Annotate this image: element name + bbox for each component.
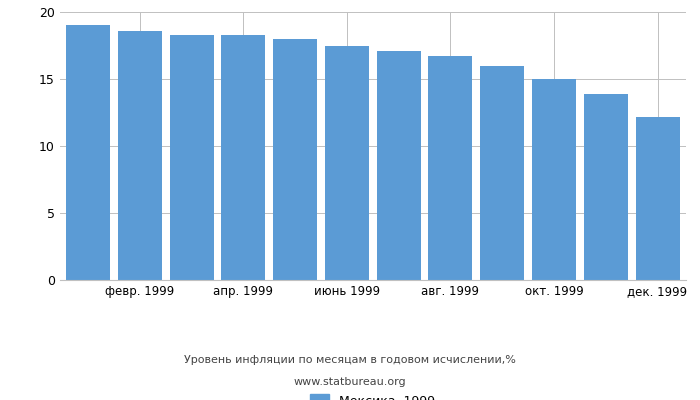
Bar (325, 46, 369, 280)
Bar (532, 79, 576, 280)
Bar (118, 31, 162, 280)
Legend: Мексика, 1999: Мексика, 1999 (305, 390, 440, 400)
Bar (584, 94, 628, 280)
Text: www.statbureau.org: www.statbureau.org (294, 377, 406, 387)
Bar (428, 56, 472, 280)
Bar (480, 66, 524, 280)
Bar (273, 39, 317, 280)
Bar (66, 25, 110, 280)
Bar (377, 51, 421, 280)
Bar (636, 116, 680, 280)
Text: Уровень инфляции по месяцам в годовом исчислении,%: Уровень инфляции по месяцам в годовом ис… (184, 355, 516, 365)
Bar (169, 35, 214, 280)
Bar (221, 35, 265, 280)
